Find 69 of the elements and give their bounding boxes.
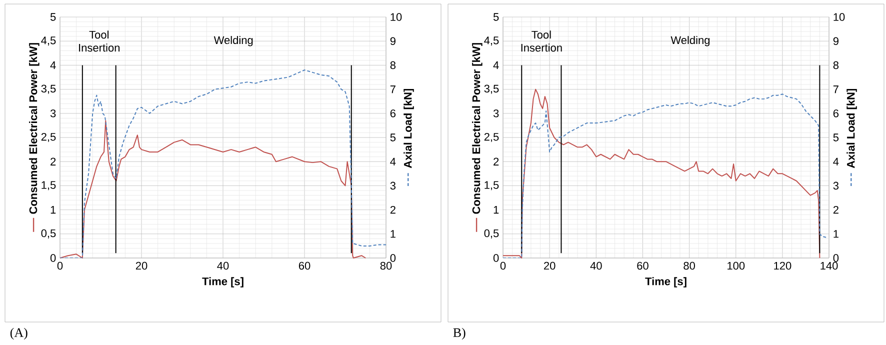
y-tick-label: 3 (50, 110, 56, 118)
y2-tick-label: 7 (390, 86, 396, 94)
y-tick-label: 0 (493, 254, 499, 262)
y2-tick-label: 2 (833, 206, 838, 214)
x-axis-title: Time [s] (202, 277, 244, 288)
y2-tick-label: 8 (390, 61, 396, 70)
y2-tick-label: 8 (833, 61, 839, 70)
y2-tick-label: 5 (390, 134, 396, 142)
x-axis-title: Time [s] (645, 277, 686, 288)
y-tick-label: 0 (50, 254, 56, 262)
y-tick-label: 4,5 (484, 36, 499, 46)
annotation: Welding (214, 36, 253, 46)
annotation: Tool Insertion (521, 30, 562, 52)
y2-tick-label: 2 (390, 206, 396, 214)
y2-tick-label: 1 (834, 230, 838, 238)
x-tick-label: 20 (544, 262, 556, 270)
x-tick-label: 60 (637, 262, 648, 270)
y-axis-title: Consumed Electrical Power [kW] (472, 43, 482, 214)
x-tick-label: 80 (684, 262, 695, 270)
y2-tick-label: 3 (390, 182, 396, 190)
y2-tick-label: 4 (833, 158, 839, 166)
text: (A) (10, 328, 28, 340)
y2-tick-label: 10 (390, 13, 402, 21)
x-tick-label: 120 (774, 262, 792, 270)
text: B) (453, 328, 466, 340)
y2-axis-title: Axial Load [kN] (846, 88, 857, 168)
y2-tick-label: 9 (390, 37, 396, 45)
y-tick-label: 2 (494, 158, 499, 166)
y-tick-label: 2 (50, 158, 56, 166)
y-tick-label: 1 (494, 206, 499, 214)
y-tick-label: 3 (493, 110, 499, 118)
annotation: Welding (670, 36, 710, 46)
y2-tick-label: 0 (390, 254, 396, 262)
y-tick-label: 3,5 (41, 84, 56, 94)
y-tick-label: 0,5 (41, 229, 56, 238)
y2-axis-title: Axial Load [kN] (404, 88, 414, 168)
y-tick-label: 2,5 (41, 132, 56, 142)
y-tick-label: 2,5 (484, 132, 499, 142)
y2-tick-label: 7 (833, 86, 838, 94)
x-tick-label: 20 (136, 262, 148, 270)
y-tick-label: 5 (493, 13, 499, 21)
x-tick-label: 0 (57, 262, 63, 270)
y-tick-label: 4 (493, 61, 499, 69)
y2-tick-label: 6 (390, 109, 396, 118)
x-tick-label: 40 (217, 262, 229, 270)
x-tick-label: 60 (298, 262, 310, 270)
x-tick-label: 140 (820, 262, 838, 270)
y-tick-label: 0,5 (484, 229, 499, 238)
y2-tick-label: 3 (833, 182, 839, 190)
y2-tick-label: 5 (833, 134, 839, 142)
x-tick-label: 40 (590, 262, 602, 270)
y2-tick-label: 6 (833, 109, 839, 118)
x-tick-label: 100 (728, 262, 745, 270)
y2-tick-label: 4 (390, 158, 396, 166)
y-tick-label: 4 (50, 61, 56, 69)
annotation: Tool Insertion (79, 30, 120, 52)
y2-tick-label: 1 (390, 230, 396, 238)
x-tick-label: 0 (500, 262, 506, 270)
y-tick-label: 3,5 (484, 84, 499, 94)
y-tick-label: 1,5 (42, 181, 56, 190)
y-tick-label: 4,5 (41, 36, 56, 46)
y2-tick-label: 0 (833, 254, 839, 262)
y-tick-label: 5 (50, 13, 56, 21)
x-tick-label: 80 (380, 262, 392, 270)
y2-tick-label: 10 (834, 13, 845, 21)
y-tick-label: 1 (50, 206, 56, 214)
y-axis-title: Consumed Electrical Power [kW] (29, 43, 40, 214)
y-tick-label: 1,5 (484, 181, 499, 190)
y2-tick-label: 9 (833, 37, 838, 45)
